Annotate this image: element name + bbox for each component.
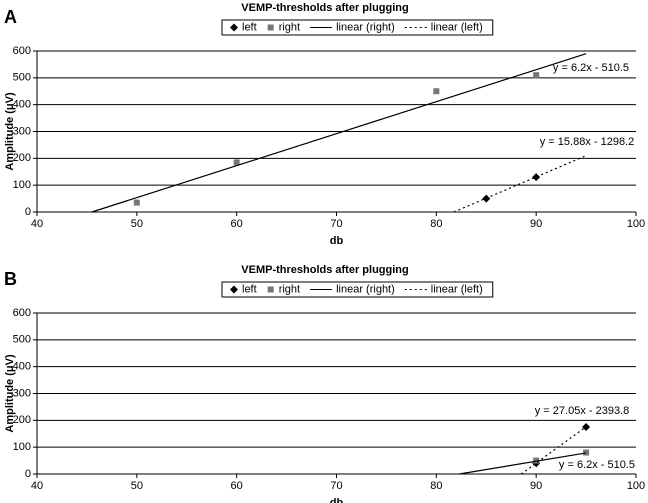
trend-line — [91, 53, 587, 213]
y-axis-title: Amplitude (μV) — [4, 92, 16, 171]
legend: left right linear (right) linear (left) — [221, 19, 494, 36]
x-tick-label: 40 — [31, 218, 43, 230]
chart-title: VEMP-thresholds after plugging — [241, 2, 408, 14]
y-tick-label: 500 — [13, 334, 31, 346]
x-tick-label: 40 — [31, 480, 43, 492]
legend-box — [221, 19, 494, 36]
x-tick-label: 90 — [530, 480, 542, 492]
y-tick-label: 300 — [13, 125, 31, 137]
y-tick-label: 200 — [13, 152, 31, 164]
trend-equation: y = 15.88x - 1298.2 — [540, 136, 634, 148]
marker-square — [433, 88, 440, 95]
panel-label: A — [4, 7, 17, 27]
legend-label: left — [242, 21, 257, 33]
legend-label: linear (right) — [336, 283, 395, 295]
legend-label: right — [279, 21, 300, 33]
x-tick-label: 70 — [330, 480, 342, 492]
y-tick-label: 400 — [13, 99, 31, 111]
marker-diamond — [230, 23, 238, 32]
x-tick-label: 50 — [131, 218, 143, 230]
marker-square — [533, 72, 540, 79]
marker-diamond — [532, 173, 541, 182]
x-tick-label: 80 — [430, 218, 442, 230]
trend-equation: y = 6.2x - 510.5 — [559, 459, 635, 471]
marker-square — [267, 24, 274, 31]
marker-square — [133, 199, 140, 206]
trend-line — [520, 426, 587, 475]
chart-title: VEMP-thresholds after plugging — [241, 264, 408, 276]
marker-square — [583, 449, 590, 456]
x-axis-title: db — [330, 235, 344, 247]
trend-line — [459, 452, 587, 475]
marker-square — [233, 159, 240, 166]
marker-diamond — [230, 285, 238, 294]
trend-equation: y = 27.05x - 2393.8 — [535, 405, 629, 417]
y-tick-label: 0 — [25, 206, 31, 218]
marker-square — [533, 457, 540, 464]
trend-equation: y = 6.2x - 510.5 — [553, 62, 629, 74]
y-tick-label: 600 — [13, 45, 31, 57]
y-tick-label: 300 — [13, 387, 31, 399]
y-tick-label: 600 — [13, 307, 31, 319]
x-tick-label: 80 — [430, 480, 442, 492]
y-tick-label: 0 — [25, 468, 31, 480]
legend-label: left — [242, 283, 257, 295]
y-axis-title: Amplitude (μV) — [4, 354, 16, 433]
legend-label: linear (right) — [336, 21, 395, 33]
panel-label: B — [4, 269, 17, 289]
x-axis-title: db — [330, 497, 344, 503]
legend-label: linear (left) — [431, 21, 483, 33]
marker-square — [267, 286, 274, 293]
legend-label: linear (left) — [431, 283, 483, 295]
x-tick-label: 60 — [231, 218, 243, 230]
x-tick-label: 70 — [330, 218, 342, 230]
x-tick-label: 60 — [231, 480, 243, 492]
x-tick-label: 100 — [627, 218, 645, 230]
legend-label: right — [279, 283, 300, 295]
trend-line — [453, 155, 587, 213]
x-tick-label: 100 — [627, 480, 645, 492]
y-tick-label: 200 — [13, 414, 31, 426]
y-tick-label: 500 — [13, 72, 31, 84]
legend-box — [221, 281, 494, 298]
y-tick-label: 400 — [13, 361, 31, 373]
y-tick-label: 100 — [13, 179, 31, 191]
legend: left right linear (right) linear (left) — [221, 281, 494, 298]
x-tick-label: 90 — [530, 218, 542, 230]
y-tick-label: 100 — [13, 441, 31, 453]
x-tick-label: 50 — [131, 480, 143, 492]
